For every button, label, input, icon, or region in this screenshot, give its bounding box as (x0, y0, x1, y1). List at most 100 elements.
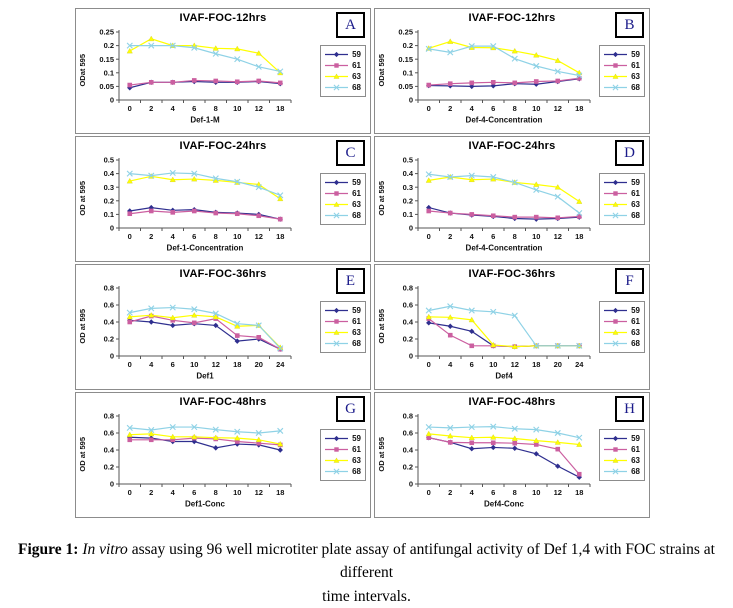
x-marker-icon (325, 212, 349, 219)
figure-panel-d: IVAF-FOC-24hrs D OD at 595 0 0.1 0.2 0.3 0.4 0.5… (374, 136, 650, 262)
y-axis-label: ODat 595 (76, 54, 89, 87)
tick-label: 10 (190, 360, 198, 369)
tick-label: 2 (149, 488, 153, 497)
legend-label: 68 (352, 339, 361, 348)
tick-label: Def1 (196, 372, 214, 381)
legend-label: 68 (631, 467, 640, 476)
tick-label: 0 (409, 224, 413, 233)
square-marker-icon (604, 191, 628, 196)
caption-invitro: In vitro (82, 541, 128, 558)
legend-item-59: 59 (324, 433, 361, 444)
diamond-marker-icon (604, 435, 628, 442)
tick-label: Def-4-Concentration (466, 116, 543, 125)
chart-title: IVAF-FOC-48hrs (468, 396, 556, 408)
tick-label: 10 (233, 232, 241, 241)
tick-label: 10 (489, 360, 497, 369)
tick-label: 20 (554, 360, 562, 369)
tick-label: 4 (171, 488, 176, 497)
legend-label: 68 (631, 339, 640, 348)
legend-item-59: 59 (603, 305, 640, 316)
legend-box: 59 61 63 68 (320, 45, 366, 97)
tick-label: 0 (110, 96, 114, 105)
tick-label: 0.6 (403, 301, 413, 310)
y-axis-label: OD at 595 (375, 181, 388, 216)
chart-title: IVAF-FOC-48hrs (179, 396, 267, 408)
tick-label: 0.4 (104, 318, 115, 327)
y-axis-label-text: OD at 595 (376, 436, 386, 472)
tick-label: Def-1-Concentration (167, 244, 244, 253)
tick-label: 0 (110, 480, 114, 489)
figure-panel-b: IVAF-FOC-12hrs B ODat 595 0 0.05 0.1 0.15 0.2 0.… (374, 8, 650, 134)
tick-label: 0.2 (104, 463, 114, 472)
tick-label: 0.2 (104, 196, 114, 205)
tick-label: 0.4 (104, 446, 115, 455)
tick-label: 0.15 (99, 55, 114, 64)
legend-label: 61 (631, 317, 640, 326)
figure-panel-a: IVAF-FOC-12hrs A ODat 595 0 0.05 0.1 0.15 0.2 0.… (75, 8, 371, 134)
tick-label: 2 (149, 104, 153, 113)
legend-item-68: 68 (603, 82, 640, 93)
legend-label: 61 (631, 445, 640, 454)
tick-label: 0.6 (104, 301, 114, 310)
legend-item-68: 68 (324, 82, 361, 93)
x-marker-icon (604, 84, 628, 91)
legend-item-63: 63 (324, 327, 361, 338)
legend-item-59: 59 (603, 177, 640, 188)
tick-label: 0.3 (104, 183, 114, 192)
figure-caption: Figure 1: In vitro assay using 96 well m… (0, 538, 733, 608)
series-68 (126, 423, 284, 437)
tick-label: 4 (171, 104, 176, 113)
legend-item-63: 63 (603, 199, 640, 210)
chart-title: IVAF-FOC-24hrs (179, 140, 267, 152)
tick-label: 2 (448, 104, 452, 113)
tick-label: Def-4-Concentration (466, 244, 543, 253)
tick-label: 8 (513, 488, 517, 497)
legend-item-63: 63 (603, 71, 640, 82)
x-marker-icon (604, 468, 628, 475)
series-68 (425, 171, 583, 217)
tick-label: 0.5 (104, 156, 114, 165)
diamond-marker-icon (325, 179, 349, 186)
tick-label: 10 (532, 104, 540, 113)
legend-item-63: 63 (324, 199, 361, 210)
triangle-marker-icon (604, 457, 628, 463)
diamond-marker-icon (604, 179, 628, 186)
triangle-marker-icon (325, 457, 349, 463)
tick-label: 6 (491, 232, 495, 241)
tick-label: 18 (276, 104, 284, 113)
series-61 (127, 208, 283, 222)
series-68 (126, 304, 284, 352)
tick-label: Def4 (495, 372, 513, 381)
panel-letter: H (615, 396, 644, 422)
legend-label: 63 (352, 456, 361, 465)
tick-label: 12 (554, 104, 562, 113)
tick-label: 18 (276, 232, 284, 241)
series-68 (126, 42, 284, 75)
tick-label: 18 (233, 360, 241, 369)
y-axis-label: ODat 595 (375, 54, 388, 87)
legend-label: 61 (352, 317, 361, 326)
tick-label: 0.2 (403, 196, 413, 205)
tick-label: 20 (255, 360, 263, 369)
tick-label: 0.3 (403, 183, 413, 192)
legend-item-68: 68 (324, 210, 361, 221)
tick-label: 18 (575, 488, 583, 497)
figure-panels-grid: IVAF-FOC-12hrs A ODat 595 0 0.05 0.1 0.15 0.2 0.… (75, 8, 650, 518)
tick-label: 12 (255, 232, 263, 241)
legend-item-61: 61 (324, 188, 361, 199)
chart-plot-h: 0 0.2 0.4 0.6 0.8 0 2 4 6 8 10 12 18 Def4-Conc (403, 412, 591, 509)
legend-item-59: 59 (324, 305, 361, 316)
legend-item-59: 59 (324, 177, 361, 188)
series-68 (425, 423, 583, 441)
y-axis-label-text: OD at 595 (78, 308, 87, 344)
tick-label: 0.4 (403, 169, 414, 178)
legend-label: 59 (352, 434, 361, 443)
tick-label: 12 (554, 488, 562, 497)
tick-label: Def4-Conc (484, 500, 525, 509)
tick-label: 6 (192, 488, 196, 497)
tick-label: 0.4 (104, 169, 115, 178)
panel-letter: G (336, 396, 365, 422)
tick-label: 0 (409, 480, 413, 489)
figure-panel-h: IVAF-FOC-48hrs H OD at 595 0 0.2 0.4 0.6 0.8 0 2 4… (374, 392, 650, 518)
tick-label: 0.1 (104, 210, 114, 219)
